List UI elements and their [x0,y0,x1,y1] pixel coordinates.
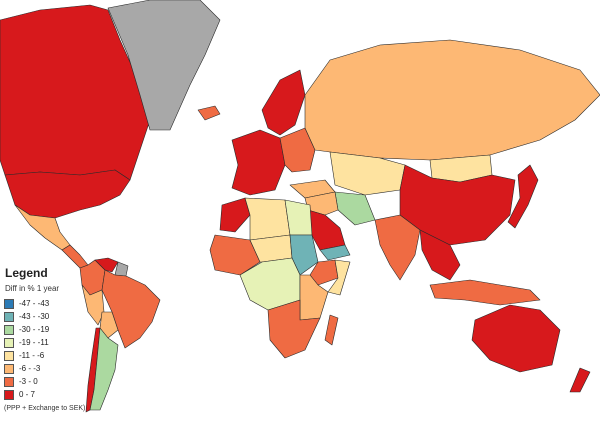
legend-item-label: -47 - -43 [19,299,50,308]
legend-item: -6 - -3 [4,362,104,375]
morocco-region [219,197,251,233]
legend-subtitle: Diff in % 1 year [5,284,60,293]
sudan-region [289,234,319,276]
legend-swatch [4,311,14,322]
legend-item-label: -6 - -3 [19,364,41,373]
iran-region [334,191,376,226]
madagascar-region [324,314,339,346]
scandinavia-region [261,69,306,136]
australia-region [471,304,561,373]
legend-swatch [4,376,14,387]
russia-region [304,39,600,161]
legend-swatch [4,324,14,335]
greenland-region [107,0,221,131]
legend-item-label: -30 - -19 [19,325,50,334]
southern-africa-region [267,299,321,359]
iceland-region [197,105,221,121]
legend-item-label: -19 - -11 [19,338,49,347]
somalia-region [327,259,351,296]
legend-item: -43 - -30 [4,310,104,323]
indonesia-region [429,279,541,306]
brazil-region [101,269,161,349]
algeria-libya-region [244,197,291,241]
legend-item: -3 - 0 [4,375,104,388]
legend-swatch [4,389,14,400]
central-america-region [61,244,89,269]
legend-title: Legend [5,266,48,280]
legend-item-label: -11 - -6 [19,351,45,360]
legend-swatch [4,363,14,374]
india-region [374,214,421,281]
legend-item: -47 - -43 [4,297,104,310]
venezuela-region [94,257,119,273]
legend-swatch [4,298,14,309]
legend-item: -11 - -6 [4,349,104,362]
egypt-region [284,199,313,236]
ethiopia-region [309,259,339,286]
legend-item-label: 0 - 7 [19,390,36,399]
yemen-region [319,244,351,261]
legend-item: -19 - -11 [4,336,104,349]
legend-item: 0 - 7 [4,388,104,401]
bolivia-region [99,311,119,339]
southeast-asia-region [419,229,461,281]
legend-swatch [4,350,14,361]
legend-item-label: -43 - -30 [19,312,50,321]
new-zealand-region [569,367,591,393]
legend-item-label: -3 - 0 [19,377,38,386]
argentina-region [89,327,119,411]
legend-item: -30 - -19 [4,323,104,336]
western-europe-region [231,129,286,196]
korea-japan-region [507,164,539,229]
legend-note: (PPP + Exchange to SEK) [4,405,86,412]
map-legend: Legend Diff in % 1 year -47 - -43 -43 - … [4,266,104,412]
legend-swatch [4,337,14,348]
